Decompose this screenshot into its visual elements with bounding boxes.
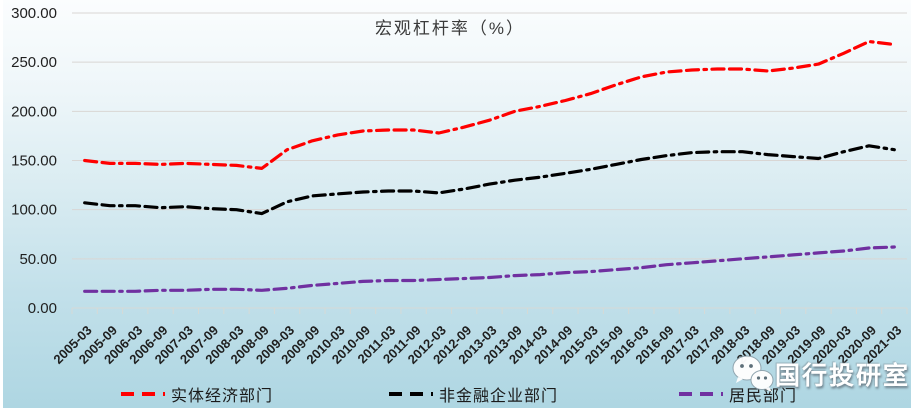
legend-item-real-economy[interactable]: 实体经济部门 [120, 383, 273, 405]
series-line-1[interactable] [83, 144, 896, 216]
wechat-logo-icon [732, 355, 774, 392]
plot-background [3, 0, 911, 408]
legend-swatch-real-economy [121, 392, 167, 396]
chart-title: 宏观杠杆率（%） [374, 19, 526, 38]
y-axis-tick-label: 250.00 [11, 54, 57, 71]
y-axis-tick-label: 200.00 [11, 103, 57, 120]
legend-label-nonfinancial-corporate: 非金融企业部门 [439, 388, 559, 405]
legend-swatch-nonfinancial-corporate [389, 392, 435, 396]
legend-item-nonfinancial-corporate[interactable]: 非金融企业部门 [388, 383, 558, 405]
legend-label-household: 居民部门 [729, 388, 798, 405]
legend-label-real-economy: 实体经济部门 [171, 388, 274, 405]
legend-swatch-household [679, 392, 725, 396]
y-axis-tick-label: 100.00 [11, 202, 57, 219]
y-axis-tick-label: 0.00 [28, 300, 57, 317]
y-axis-tick-label: 50.00 [19, 251, 57, 268]
y-axis-tick-label: 150.00 [11, 153, 57, 170]
watermark-text: 国行投研室 [775, 362, 911, 390]
watermark: 国行投研室 [731, 354, 910, 394]
legend-item-household[interactable]: 居民部门 [678, 383, 797, 405]
y-axis-tick-label: 300.00 [11, 5, 57, 22]
series-line-2[interactable] [83, 245, 896, 293]
series-line-0[interactable] [83, 39, 896, 170]
